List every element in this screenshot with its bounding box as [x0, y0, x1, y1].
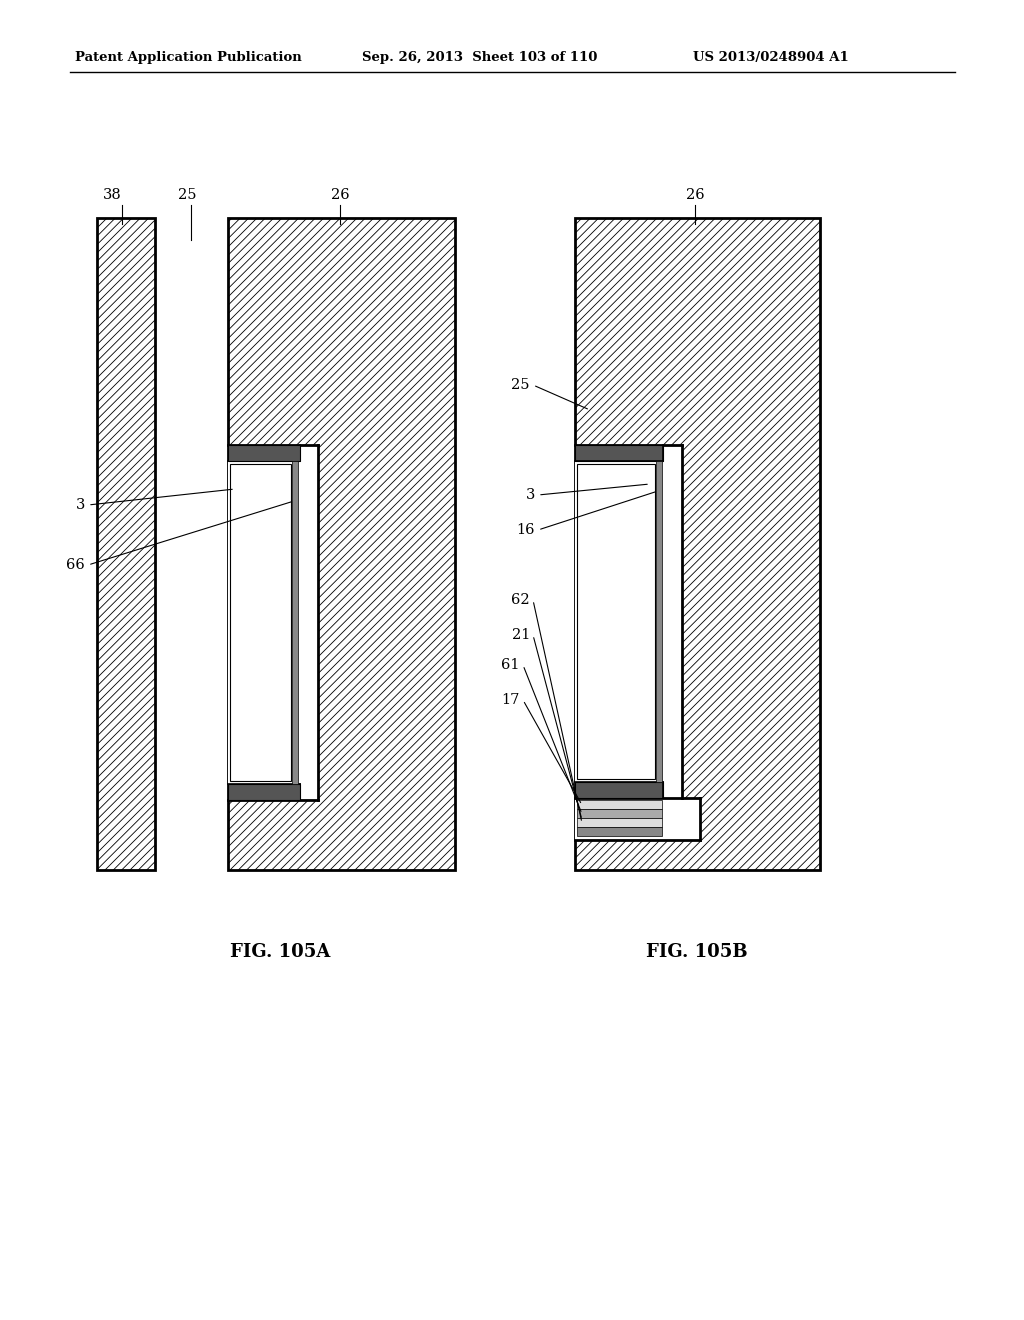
Bar: [97, 218, 155, 870]
Text: 25: 25: [178, 187, 197, 202]
Text: 38: 38: [102, 187, 122, 202]
Text: Sep. 26, 2013  Sheet 103 of 110: Sep. 26, 2013 Sheet 103 of 110: [362, 51, 597, 65]
Text: Patent Application Publication: Patent Application Publication: [75, 51, 302, 65]
Text: 3: 3: [76, 498, 85, 512]
Bar: [577, 828, 662, 836]
Text: 66: 66: [67, 558, 85, 572]
Text: 26: 26: [331, 187, 349, 202]
Bar: [577, 465, 655, 779]
Bar: [228, 445, 300, 461]
Bar: [577, 818, 662, 828]
Bar: [230, 465, 291, 781]
Bar: [575, 799, 700, 840]
Text: 62: 62: [511, 593, 530, 607]
Bar: [575, 218, 820, 870]
Bar: [575, 445, 663, 461]
Text: FIG. 105A: FIG. 105A: [229, 942, 330, 961]
Bar: [577, 809, 662, 818]
Bar: [228, 445, 318, 800]
Bar: [228, 218, 455, 870]
Bar: [575, 781, 663, 799]
Text: 17: 17: [502, 693, 520, 708]
Bar: [228, 784, 300, 800]
Text: FIG. 105B: FIG. 105B: [646, 942, 748, 961]
Bar: [577, 800, 662, 809]
Text: 26: 26: [686, 187, 705, 202]
Text: 61: 61: [502, 657, 520, 672]
Text: 3: 3: [525, 488, 535, 502]
Text: 16: 16: [516, 523, 535, 537]
Bar: [292, 461, 298, 784]
Bar: [575, 445, 682, 799]
Text: 25: 25: [512, 378, 530, 392]
Text: US 2013/0248904 A1: US 2013/0248904 A1: [693, 51, 849, 65]
Text: 21: 21: [512, 628, 530, 642]
Bar: [656, 461, 662, 781]
